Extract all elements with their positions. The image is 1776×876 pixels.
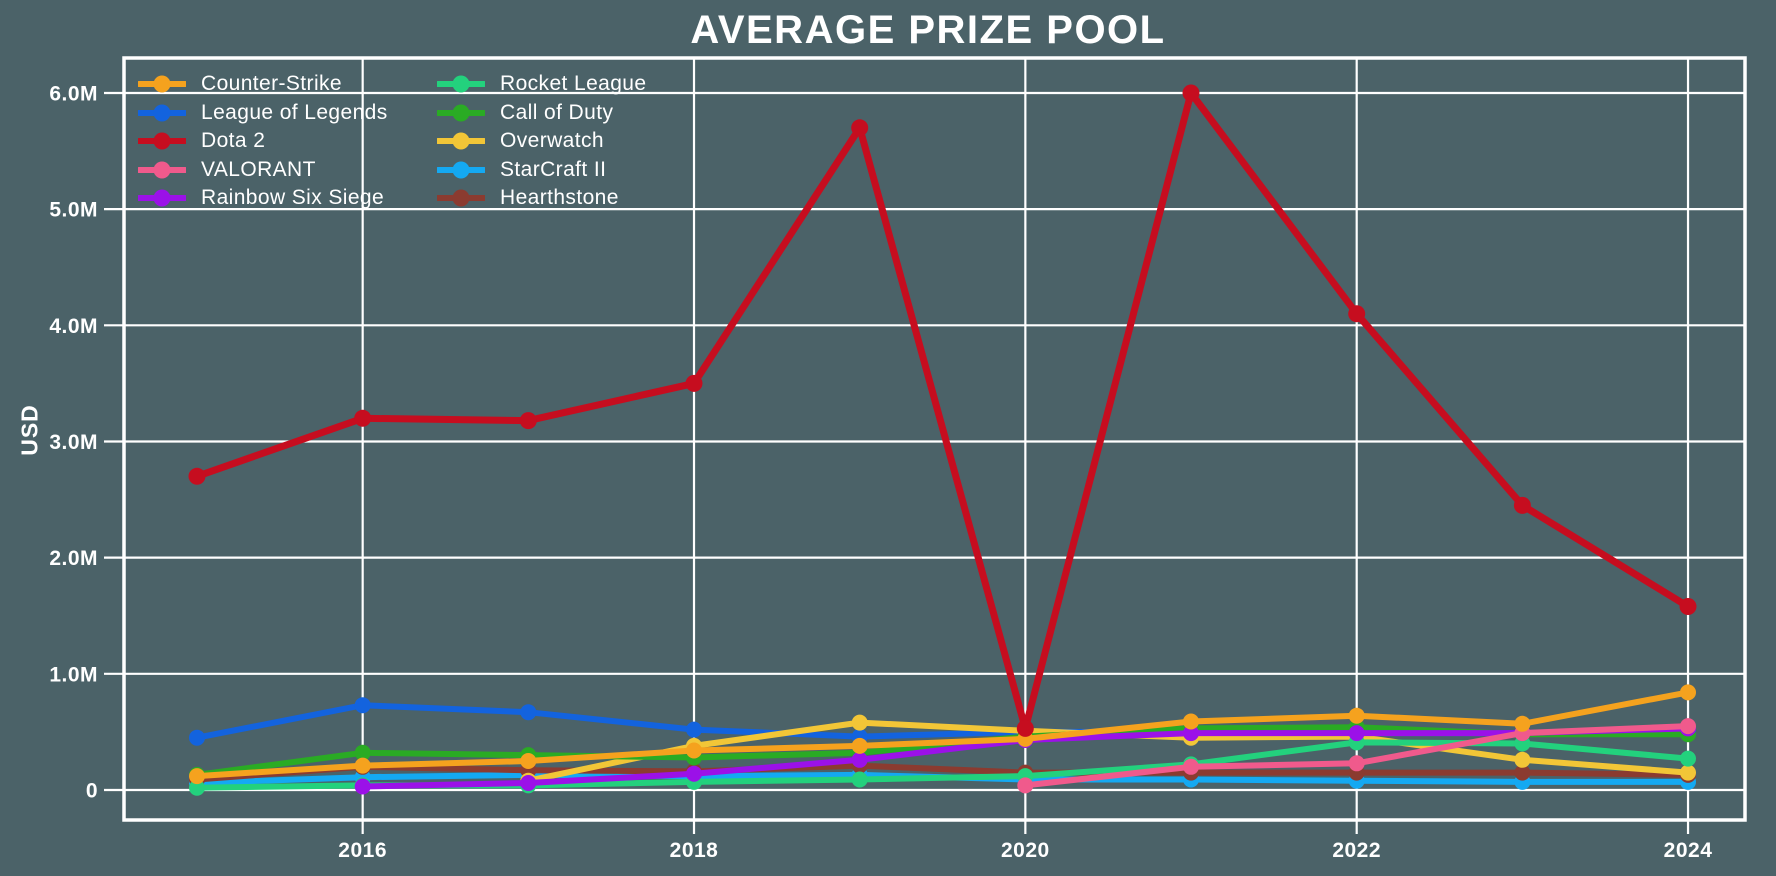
legend-swatch-icon xyxy=(437,132,485,150)
data-point xyxy=(1348,755,1365,772)
data-point xyxy=(1017,777,1034,794)
data-point xyxy=(1680,764,1696,781)
data-point xyxy=(1680,718,1696,735)
legend-swatch-icon xyxy=(437,189,485,207)
data-point xyxy=(1513,496,1531,514)
data-point xyxy=(354,409,372,427)
data-point xyxy=(1348,725,1365,742)
legend-item-starcraft-ii: StarCraft II xyxy=(437,156,646,185)
legend-item-rocket-league: Rocket League xyxy=(437,70,646,99)
legend-item-dota-2: Dota 2 xyxy=(138,127,388,156)
data-point xyxy=(354,697,371,714)
legend-swatch-icon xyxy=(138,189,186,207)
data-point xyxy=(686,742,702,759)
data-point xyxy=(519,412,537,430)
chart-title: AVERAGE PRIZE POOL xyxy=(690,8,1166,52)
data-point xyxy=(354,744,371,761)
data-point xyxy=(1680,684,1696,701)
legend-swatch-icon xyxy=(138,75,186,93)
svg-text:3.0M: 3.0M xyxy=(49,431,98,454)
svg-text:4.0M: 4.0M xyxy=(49,315,98,338)
data-point xyxy=(189,768,205,785)
legend-label: Counter-Strike xyxy=(201,72,342,96)
legend-label: Hearthstone xyxy=(500,186,619,210)
legend-label: Overwatch xyxy=(500,129,604,153)
legend-swatch-icon xyxy=(437,104,485,122)
svg-text:2018: 2018 xyxy=(670,839,719,862)
x-tick-labels: 2016 2018 2020 2022 2024 xyxy=(338,839,1712,862)
data-point xyxy=(1348,305,1366,323)
svg-text:1.0M: 1.0M xyxy=(49,663,98,686)
data-point xyxy=(686,721,702,738)
legend-swatch-icon xyxy=(437,161,485,179)
data-point xyxy=(189,729,205,746)
legend-swatch-icon xyxy=(138,104,186,122)
legend-swatch-icon xyxy=(437,75,485,93)
svg-text:2016: 2016 xyxy=(338,839,387,862)
data-point xyxy=(851,119,869,137)
svg-text:2.0M: 2.0M xyxy=(49,547,98,570)
data-point xyxy=(1514,764,1531,781)
legend-item-call-of-duty: Call of Duty xyxy=(437,99,646,128)
data-point xyxy=(354,778,371,795)
data-point xyxy=(1680,750,1696,767)
data-point xyxy=(1016,719,1034,737)
data-point xyxy=(851,771,868,788)
legend-item-valorant: VALORANT xyxy=(138,156,388,185)
series-line xyxy=(193,89,1692,732)
legend-swatch-icon xyxy=(138,132,186,150)
legend-label: Rocket League xyxy=(500,72,647,96)
svg-text:2022: 2022 xyxy=(1332,839,1381,862)
legend-item-league-of-legends: League of Legends xyxy=(138,99,388,128)
data-point xyxy=(851,737,868,754)
legend-label: League of Legends xyxy=(201,100,388,124)
y-axis-title: USD xyxy=(16,404,43,456)
gridlines xyxy=(104,58,1745,834)
data-point xyxy=(1183,725,1199,742)
data-point xyxy=(189,779,205,796)
legend-label: VALORANT xyxy=(201,157,316,181)
data-point xyxy=(851,714,868,731)
svg-text:2020: 2020 xyxy=(1001,839,1050,862)
series-line xyxy=(194,689,1691,780)
legend-item-rainbow-six-siege: Rainbow Six Siege xyxy=(138,184,388,213)
data-point xyxy=(1183,713,1199,730)
y-tick-labels: 0 1.0M 2.0M 3.0M 4.0M 5.0M 6.0M xyxy=(49,82,98,803)
data-point xyxy=(520,775,537,791)
legend-swatch-icon xyxy=(138,161,186,179)
data-point xyxy=(520,753,537,769)
series-counter-strike xyxy=(189,684,1696,785)
data-point xyxy=(686,765,702,782)
svg-text:2024: 2024 xyxy=(1664,839,1713,862)
legend-column-1: Counter-Strike League of Legends Dota 2 VAL… xyxy=(138,70,388,213)
data-point xyxy=(520,704,537,721)
legend-label: Call of Duty xyxy=(500,100,614,124)
data-point xyxy=(1679,598,1697,615)
legend-column-2: Rocket League Call of Duty Overwatch StarCr… xyxy=(437,70,646,213)
legend-label: Rainbow Six Siege xyxy=(201,186,385,210)
data-point xyxy=(1182,84,1200,102)
svg-text:5.0M: 5.0M xyxy=(49,199,98,222)
legend-label: Dota 2 xyxy=(201,129,266,153)
data-point xyxy=(1183,758,1199,775)
legend-label: StarCraft II xyxy=(500,157,607,181)
series-dota-2 xyxy=(188,84,1697,737)
data-point xyxy=(851,751,868,768)
data-point xyxy=(685,374,703,392)
data-point xyxy=(1514,715,1531,732)
legend-item-overwatch: Overwatch xyxy=(437,127,646,156)
data-point xyxy=(188,467,206,485)
data-point xyxy=(1348,707,1365,724)
legend-item-counter-strike: Counter-Strike xyxy=(138,70,388,99)
data-point xyxy=(1514,751,1531,768)
plot-frame xyxy=(122,56,1747,822)
series-line xyxy=(194,762,1691,783)
svg-text:6.0M: 6.0M xyxy=(49,82,98,105)
svg-text:0: 0 xyxy=(86,780,98,803)
legend-item-hearthstone: Hearthstone xyxy=(437,184,646,213)
data-point xyxy=(354,757,371,774)
